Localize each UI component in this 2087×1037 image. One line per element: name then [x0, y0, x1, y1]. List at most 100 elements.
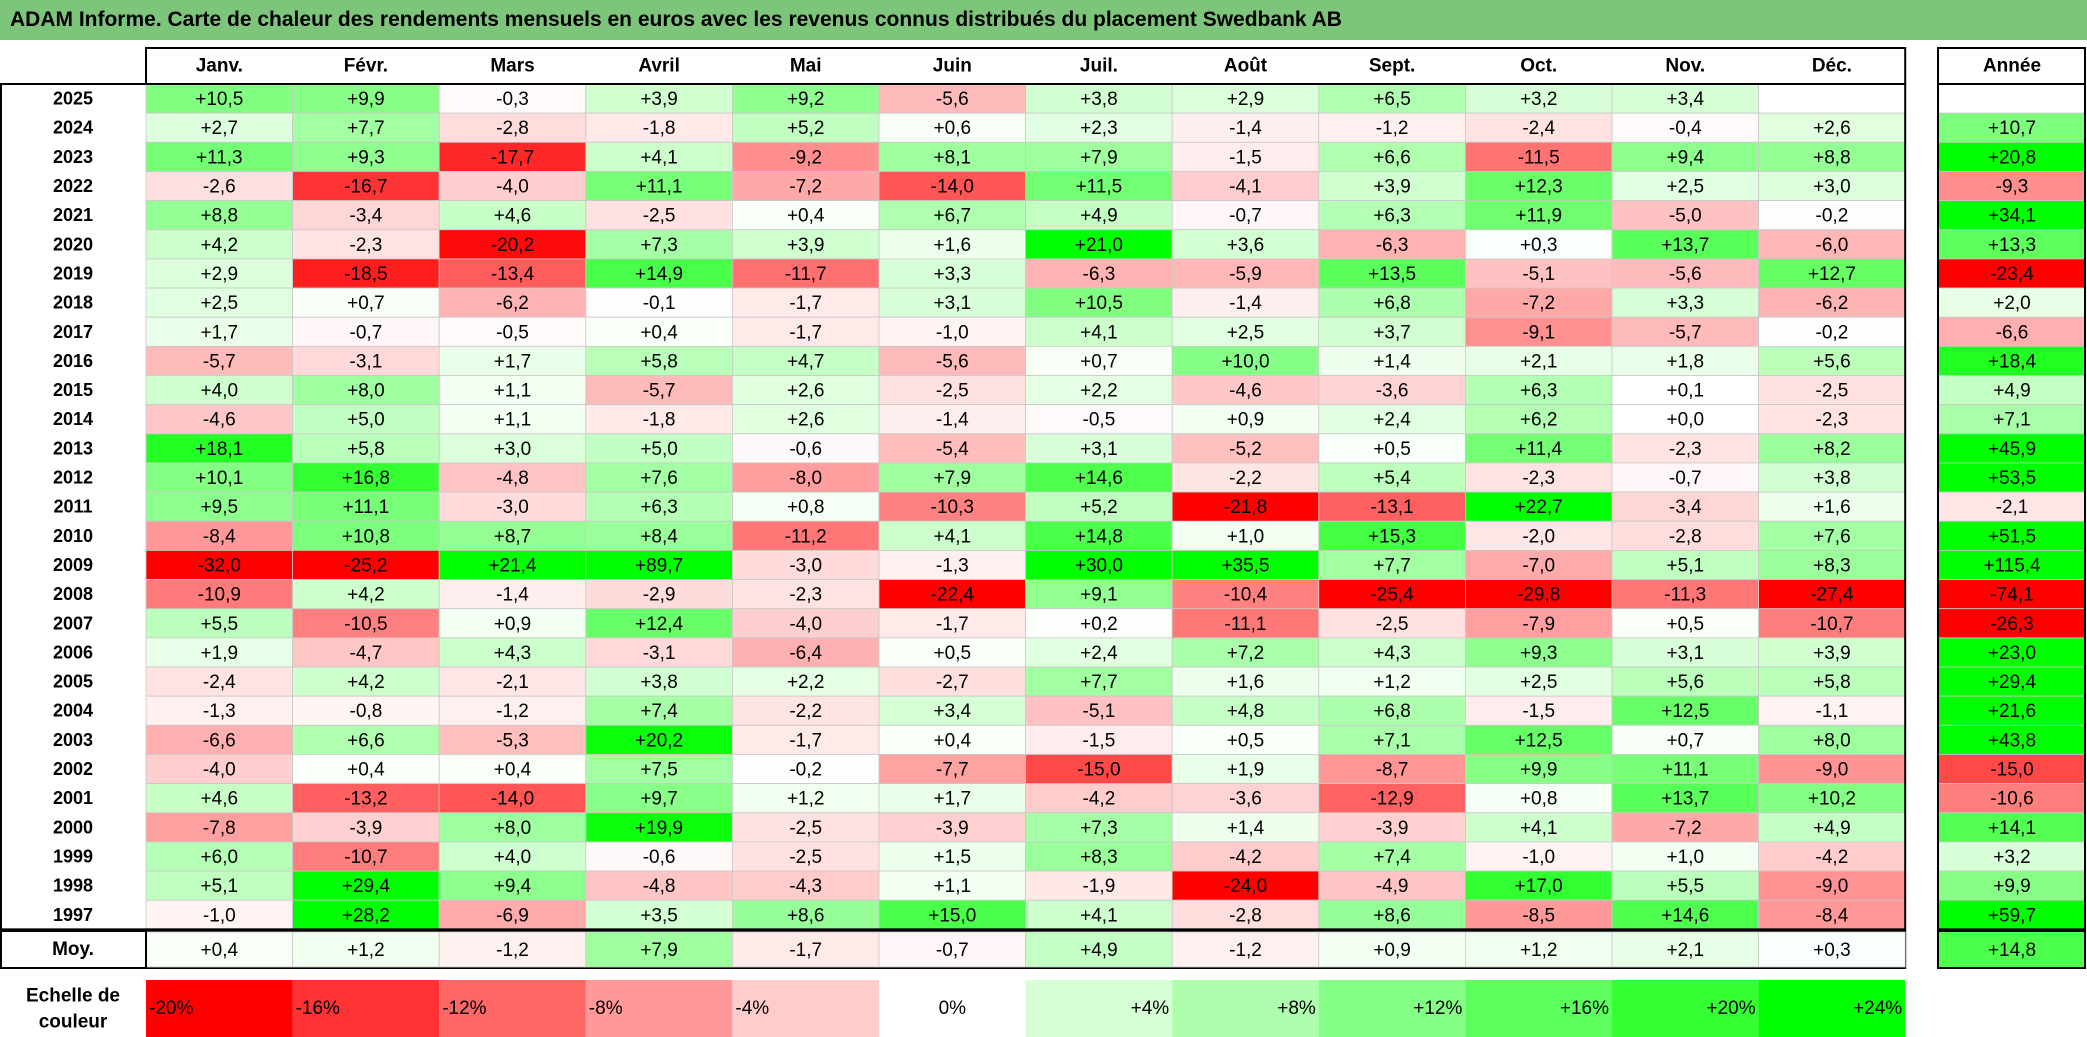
cell-value: -2,4	[203, 672, 236, 693]
average-value: +2,1	[1667, 940, 1705, 961]
heat-cell	[292, 899, 440, 930]
cell-value: +0,0	[1667, 410, 1705, 431]
heat-cell	[1465, 579, 1613, 610]
cell-value: +9,7	[640, 789, 678, 810]
heat-cell	[145, 754, 294, 785]
color-scale-swatch	[1465, 980, 1612, 1037]
annual-header-frame	[1937, 47, 2086, 85]
cell-value: -6,3	[1376, 235, 1409, 256]
cell-value: +4,1	[1520, 818, 1558, 839]
cell-value: +1,7	[934, 789, 972, 810]
cell-value: -18,5	[344, 264, 387, 285]
average-value: +0,4	[201, 940, 239, 961]
heat-cell	[878, 783, 1027, 814]
cell-value: -5,7	[203, 351, 236, 372]
heat-cell	[878, 491, 1027, 522]
heat-cell	[292, 812, 440, 843]
annual-value: +43,8	[1988, 730, 2036, 751]
cell-value: +1,9	[201, 643, 239, 664]
heat-cell	[878, 258, 1027, 289]
heat-cell	[1465, 171, 1613, 201]
cell-value: -2,2	[789, 701, 822, 722]
annual-average-value: +14,8	[1988, 940, 2036, 961]
cell-value: +0,7	[1080, 351, 1118, 372]
average-cell	[878, 931, 1027, 968]
month-header: Mars	[490, 56, 534, 77]
heat-cell	[732, 579, 880, 610]
annual-value: -2,1	[1996, 497, 2029, 518]
cell-value: +3,1	[1080, 439, 1118, 460]
year-label: 2019	[53, 263, 93, 283]
cell-value: -0,1	[643, 293, 676, 314]
cell-value: +3,4	[1667, 89, 1705, 110]
heat-cell	[1171, 754, 1320, 785]
heat-cell	[1465, 812, 1613, 843]
cell-value: -0,7	[1669, 468, 1702, 489]
cell-value: +35,5	[1221, 555, 1269, 576]
heat-cell	[585, 287, 733, 318]
heat-cell	[1171, 404, 1320, 435]
cell-value: +8,1	[934, 147, 972, 168]
cell-value: +12,7	[1808, 264, 1856, 285]
month-header: Avril	[638, 56, 680, 77]
heat-cell	[878, 345, 1027, 376]
heat-cell	[1025, 783, 1173, 814]
cell-value: +1,4	[1373, 351, 1411, 372]
heat-cell	[292, 549, 440, 580]
month-header: Mai	[790, 56, 822, 77]
average-label: Moy.	[52, 939, 94, 960]
cell-value: -3,6	[1229, 789, 1262, 810]
heat-cell	[145, 520, 294, 551]
cell-value: -1,4	[936, 410, 969, 431]
cell-value: +14,6	[1075, 468, 1123, 489]
cell-value: -12,9	[1370, 789, 1413, 810]
heat-cell	[1318, 637, 1466, 668]
heat-cell	[292, 520, 440, 551]
heat-cell	[878, 404, 1027, 435]
cell-value: -1,5	[1083, 730, 1116, 751]
heat-cell	[585, 841, 733, 872]
cell-value: +5,6	[1667, 672, 1705, 693]
cell-value: +1,1	[494, 381, 532, 402]
cell-value: +2,9	[1227, 89, 1265, 110]
cell-value: +2,5	[1520, 672, 1558, 693]
heat-cell	[732, 433, 880, 464]
cell-value: +4,1	[1080, 905, 1118, 926]
cell-value: +22,7	[1515, 497, 1563, 518]
heat-cell	[878, 112, 1027, 143]
cell-value: -1,9	[1083, 876, 1116, 897]
cell-value: -0,2	[789, 760, 822, 781]
cell-value: +9,9	[347, 89, 385, 110]
heat-cell	[1758, 258, 1906, 289]
heat-cell	[1025, 83, 1173, 114]
grid-border	[0, 83, 1907, 931]
heat-cell	[292, 345, 440, 376]
heat-cell	[1465, 637, 1613, 668]
cell-value: -4,6	[203, 410, 236, 431]
year-label: 1997	[53, 905, 93, 925]
heat-cell	[585, 754, 733, 785]
heat-cell	[1171, 462, 1320, 493]
cell-value: -0,5	[496, 322, 529, 343]
cell-value: +14,6	[1661, 905, 1709, 926]
cell-value: +1,1	[934, 876, 972, 897]
year-label: 2021	[53, 205, 93, 225]
cell-value: -4,0	[789, 614, 822, 635]
month-header: Août	[1224, 56, 1268, 77]
annual-cell	[1937, 433, 2086, 464]
cell-value: +9,4	[494, 876, 532, 897]
heat-cell	[585, 404, 733, 435]
annual-value: +2,0	[1993, 293, 2031, 314]
cell-value: +2,5	[1667, 177, 1705, 198]
year-label: 2017	[53, 322, 93, 342]
heat-cell	[1318, 579, 1466, 610]
heat-cell	[438, 404, 587, 435]
heat-cell	[145, 433, 294, 464]
heat-cell	[1171, 899, 1320, 930]
cell-value: +8,3	[1080, 847, 1118, 868]
cell-value: +3,6	[1227, 235, 1265, 256]
cell-value: -6,4	[789, 643, 822, 664]
month-header: Juil.	[1080, 56, 1118, 77]
cell-value: +10,8	[342, 526, 390, 547]
heat-cell	[1465, 345, 1613, 376]
